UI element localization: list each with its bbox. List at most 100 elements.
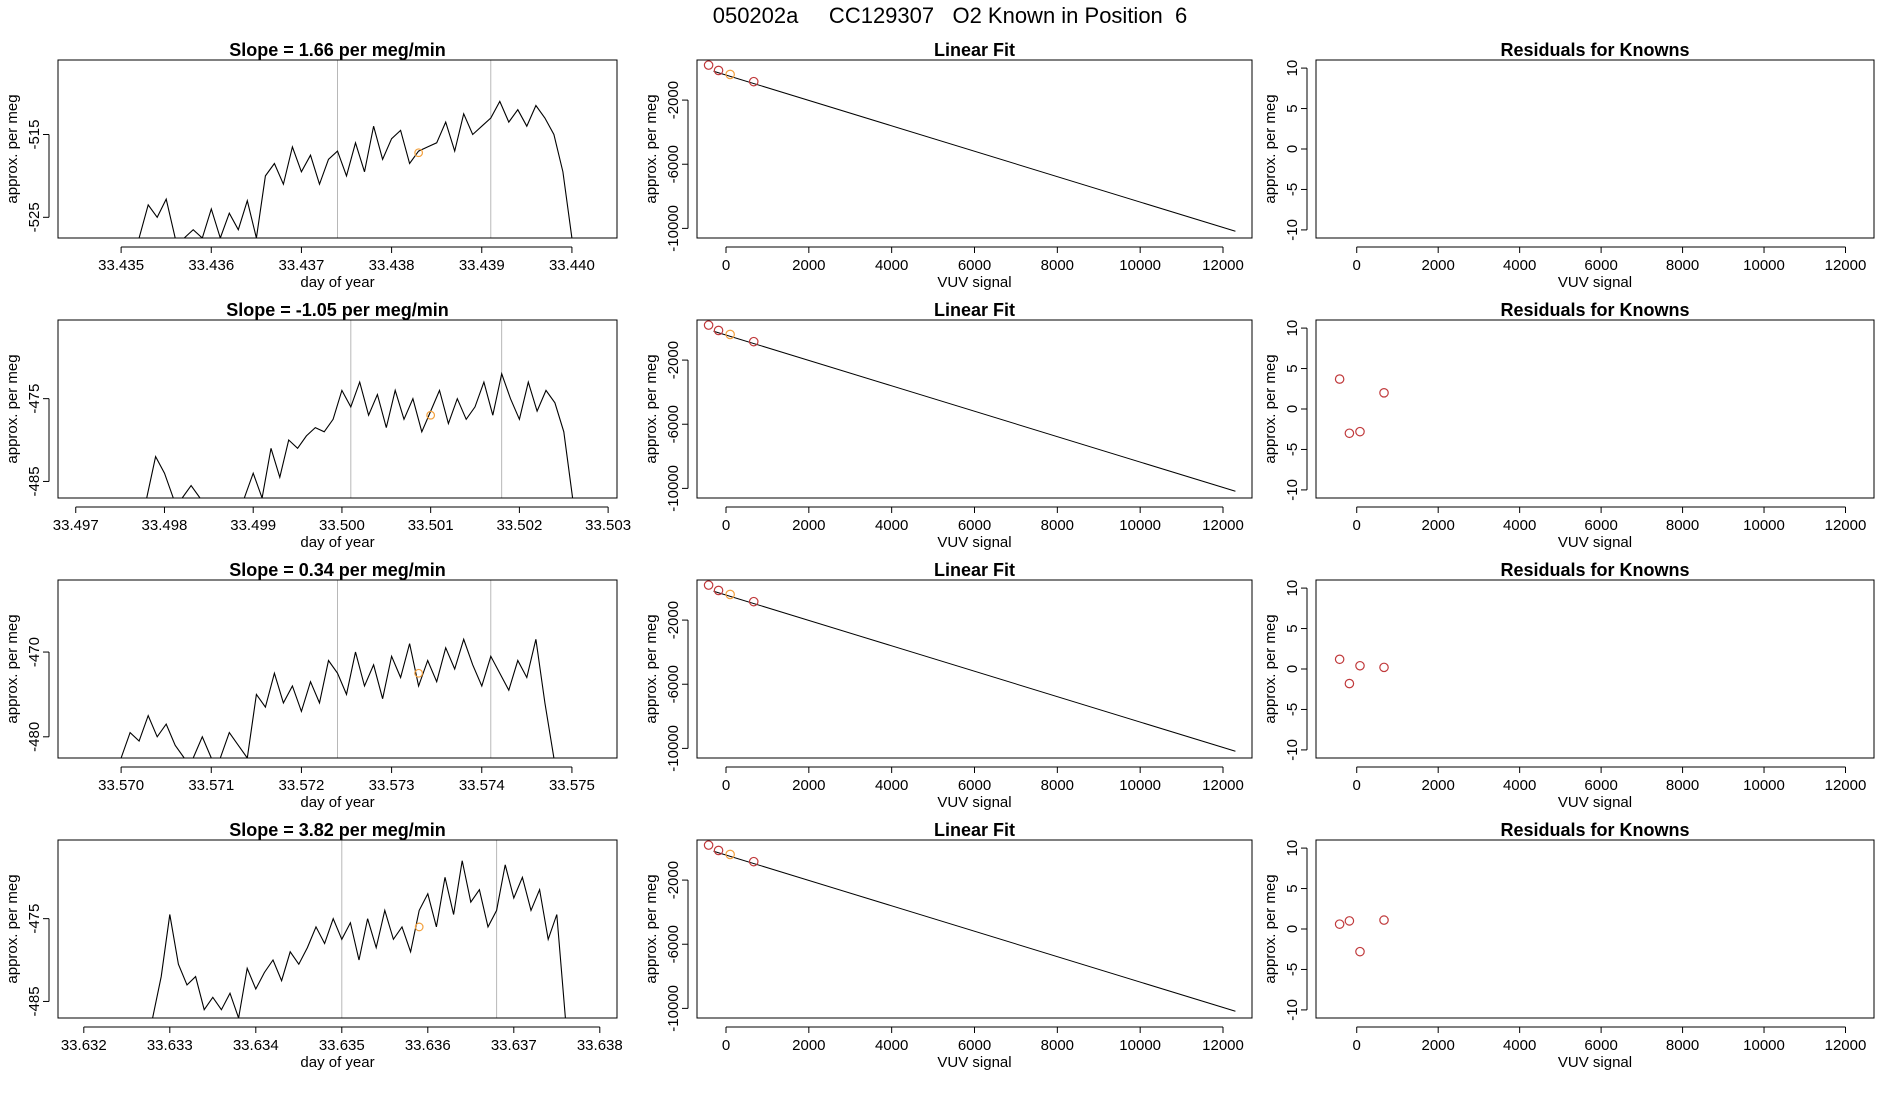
- plot-area: [703, 60, 1236, 232]
- x-tick-label: 33.436: [188, 257, 234, 274]
- plot-area: [146, 320, 574, 498]
- y-axis-label: approx. per meg: [1262, 614, 1279, 723]
- data-point: [703, 60, 714, 70]
- x-axis-label: day of year: [300, 534, 374, 551]
- plot-frame: [1315, 59, 1875, 239]
- plot-frame: [1315, 839, 1875, 1019]
- panel-title: Linear Fit: [934, 40, 1015, 60]
- x-tick-label: 12000: [1202, 1037, 1244, 1054]
- y-axis-label: approx. per meg: [643, 94, 660, 203]
- x-tick-label: 33.637: [491, 1037, 537, 1054]
- x-tick-label: 8000: [1041, 517, 1074, 534]
- plot-frame: [696, 59, 1253, 239]
- series-line: [146, 371, 574, 498]
- data-point: [703, 320, 714, 330]
- data-point: [1334, 654, 1345, 665]
- x-axis-label: VUV signal: [1558, 274, 1632, 291]
- y-tick-label: 5: [1284, 104, 1301, 112]
- x-tick-label: 33.638: [577, 1037, 623, 1054]
- x-tick-label: 33.438: [369, 257, 415, 274]
- x-tick-label: 33.572: [278, 777, 324, 794]
- x-tick-label: 10000: [1119, 1037, 1161, 1054]
- y-tick-label: -5: [1284, 703, 1301, 716]
- y-tick-label: -515: [26, 119, 43, 149]
- r2-timeseries-panel: 33.497 33.498 33.499 33.500 33.501 33.502 33.5…: [4, 300, 631, 551]
- data-point: [748, 76, 759, 87]
- panel-title: Residuals for Knowns: [1500, 300, 1689, 320]
- y-axis-label: approx. per meg: [1262, 94, 1279, 203]
- data-point: [1379, 915, 1389, 925]
- data-point: [1344, 428, 1355, 439]
- plot-area: [1334, 915, 1389, 957]
- x-tick-label: 8000: [1041, 1037, 1074, 1054]
- x-axis-label: day of year: [300, 274, 374, 291]
- x-tick-label: 33.634: [233, 1037, 279, 1054]
- x-tick-label: 10000: [1743, 517, 1785, 534]
- x-tick-label: 6000: [1584, 517, 1617, 534]
- data-point: [725, 69, 735, 80]
- x-tick-label: 4000: [1503, 517, 1536, 534]
- x-tick-label: 10000: [1743, 257, 1785, 274]
- x-tick-label: 33.571: [188, 777, 234, 794]
- x-tick-label: 33.574: [459, 777, 505, 794]
- data-point: [1355, 660, 1365, 671]
- x-tick-label: 12000: [1825, 777, 1867, 794]
- panel-title: Linear Fit: [934, 820, 1015, 840]
- data-point: [713, 325, 724, 336]
- y-tick-label: -10000: [665, 985, 682, 1032]
- x-tick-label: 4000: [875, 257, 908, 274]
- x-tick-label: 0: [1353, 257, 1361, 274]
- plot-frame: [57, 579, 618, 759]
- r1-residuals-panel: 0 2000 4000 6000 8000 10000 12000 10 5 0 -5 -10 Resi…: [1262, 40, 1875, 291]
- x-tick-label: 33.570: [98, 777, 144, 794]
- x-tick-label: 12000: [1825, 1037, 1867, 1054]
- panel-title: Slope = -1.05 per meg/min: [226, 300, 449, 320]
- r3-timeseries-panel: 33.570 33.571 33.572 33.573 33.574 33.575 -470…: [4, 560, 618, 811]
- x-tick-label: 33.437: [278, 257, 324, 274]
- x-tick-label: 33.632: [61, 1037, 107, 1054]
- y-tick-label: -10: [1284, 219, 1301, 241]
- r2-residuals-panel: 0 2000 4000 6000 8000 10000 12000 10 5 0 -5 -10 Resi…: [1262, 300, 1875, 551]
- plot-area: [152, 840, 566, 1018]
- y-tick-label: 5: [1284, 624, 1301, 632]
- x-axis-label: VUV signal: [937, 534, 1011, 551]
- y-tick-label: -6000: [665, 405, 682, 443]
- x-tick-label: 2000: [1422, 517, 1455, 534]
- data-point: [725, 849, 735, 860]
- x-tick-label: 2000: [792, 517, 825, 534]
- data-point: [725, 329, 735, 340]
- x-tick-label: 2000: [792, 1037, 825, 1054]
- data-point: [748, 856, 759, 867]
- data-point: [1355, 946, 1365, 957]
- y-tick-label: -2000: [665, 81, 682, 119]
- x-tick-label: 2000: [792, 257, 825, 274]
- y-tick-label: -6000: [665, 145, 682, 183]
- x-tick-label: 4000: [875, 777, 908, 794]
- data-point: [748, 596, 759, 607]
- plot-area: [138, 60, 573, 238]
- r4-fit-panel: 0 2000 4000 6000 8000 10000 12000 -2000 -6000 -10…: [643, 820, 1253, 1071]
- y-tick-label: -10: [1284, 479, 1301, 501]
- x-tick-label: 6000: [958, 1037, 991, 1054]
- x-tick-label: 8000: [1041, 257, 1074, 274]
- y-tick-label: -6000: [665, 925, 682, 963]
- data-point: [1334, 919, 1345, 929]
- x-tick-label: 6000: [958, 517, 991, 534]
- y-tick-label: -10: [1284, 999, 1301, 1021]
- y-tick-label: -5: [1284, 443, 1301, 456]
- x-tick-label: 12000: [1202, 257, 1244, 274]
- x-tick-label: 4000: [875, 1037, 908, 1054]
- x-tick-label: 0: [722, 777, 730, 794]
- x-tick-label: 0: [722, 257, 730, 274]
- sample-marker: [414, 922, 424, 932]
- x-tick-label: 8000: [1666, 257, 1699, 274]
- x-tick-label: 4000: [1503, 1037, 1536, 1054]
- y-axis-label: approx. per meg: [1262, 874, 1279, 983]
- x-tick-label: 0: [722, 1037, 730, 1054]
- series-line: [120, 637, 555, 758]
- y-tick-label: -10: [1284, 739, 1301, 761]
- panel-title: Slope = 0.34 per meg/min: [229, 560, 446, 580]
- y-tick-label: -5: [1284, 183, 1301, 196]
- sample-marker: [414, 668, 424, 678]
